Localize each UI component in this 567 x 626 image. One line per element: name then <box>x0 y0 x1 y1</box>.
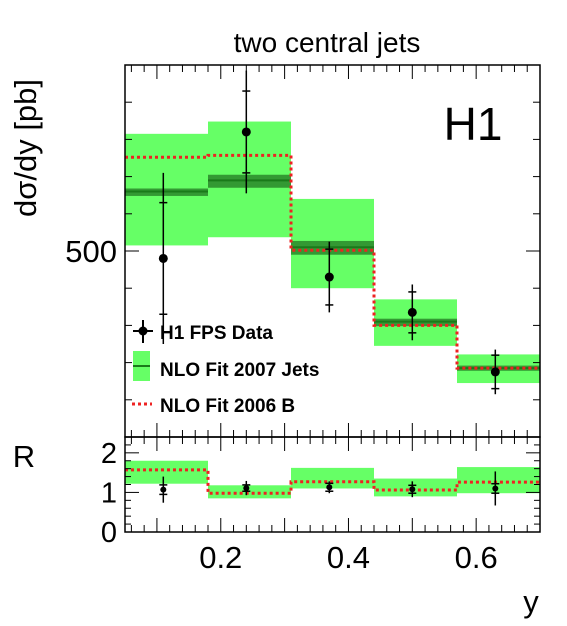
ratio-y-tick-label-1: 1 <box>101 477 117 509</box>
main-data-point-4 <box>407 284 417 341</box>
legend-label-nlo2006: NLO Fit 2006 B <box>160 396 295 417</box>
x-tick-label-1: 0.4 <box>327 540 370 575</box>
uncertainty-bands <box>125 121 540 499</box>
ratio-marker-4 <box>409 486 416 493</box>
ratio-band-bin-5 <box>457 467 540 494</box>
ratio-band-bin-4 <box>374 478 457 497</box>
ratio-y-tick-label-0: 0 <box>101 517 117 549</box>
main-marker-3 <box>324 272 334 282</box>
legend-item-data: H1 FPS Data <box>133 320 273 344</box>
legend-marker-data <box>138 326 148 336</box>
ratio-band-bin-1 <box>125 460 208 484</box>
main-marker-2 <box>241 127 251 137</box>
main-data-point-3 <box>324 241 334 313</box>
main-nlo2006-step-line <box>125 153 540 370</box>
main-marker-1 <box>158 253 168 263</box>
legend-label-data: H1 FPS Data <box>160 323 273 344</box>
h1-annotation: H1 <box>444 98 503 150</box>
legend-item-nlo2007: NLO Fit 2007 Jets <box>133 351 319 381</box>
x-tick-label-2: 0.6 <box>455 540 498 575</box>
ratio-nlo2006-step-line <box>125 468 540 495</box>
legend-item-nlo2006: NLO Fit 2006 B <box>132 396 295 417</box>
chart-labels: two central jets dσ/dy [pb] H1 R y 500 0 1… <box>8 27 539 619</box>
main-marker-4 <box>407 307 417 317</box>
ratio-marker-5 <box>492 485 499 492</box>
ratio-y-tick-label-2: 2 <box>101 438 117 470</box>
legend: H1 FPS Data NLO Fit 2007 Jets NLO Fit 20… <box>132 320 319 417</box>
main-data-point-1 <box>158 172 168 344</box>
plot-frames <box>124 64 541 533</box>
ratio-data-point-1 <box>159 476 168 503</box>
ratio-data-point-2 <box>242 480 251 496</box>
main-data-point-2 <box>241 70 251 194</box>
y-axis-label: dσ/dy [pb] <box>8 79 43 217</box>
ratio-data-point-4 <box>408 481 417 498</box>
main-data-point-5 <box>490 349 500 395</box>
ratio-axis-label: R <box>13 439 35 474</box>
ratio-band-bin-3 <box>291 467 374 489</box>
ratio-marker-3 <box>326 484 333 491</box>
x-tick-label-0: 0.2 <box>199 540 242 575</box>
ratio-marker-1 <box>160 486 167 493</box>
prediction-lines <box>125 153 540 495</box>
legend-label-nlo2007: NLO Fit 2007 Jets <box>160 360 319 381</box>
data-points <box>158 70 500 506</box>
main-y-tick-label-0: 500 <box>65 234 117 269</box>
chart-title: two central jets <box>234 27 421 58</box>
ratio-marker-2 <box>243 485 250 492</box>
ratio-data-point-5 <box>491 471 500 506</box>
main-marker-5 <box>490 367 500 377</box>
x-axis-label: y <box>523 584 539 619</box>
ratio-data-point-3 <box>325 481 334 494</box>
